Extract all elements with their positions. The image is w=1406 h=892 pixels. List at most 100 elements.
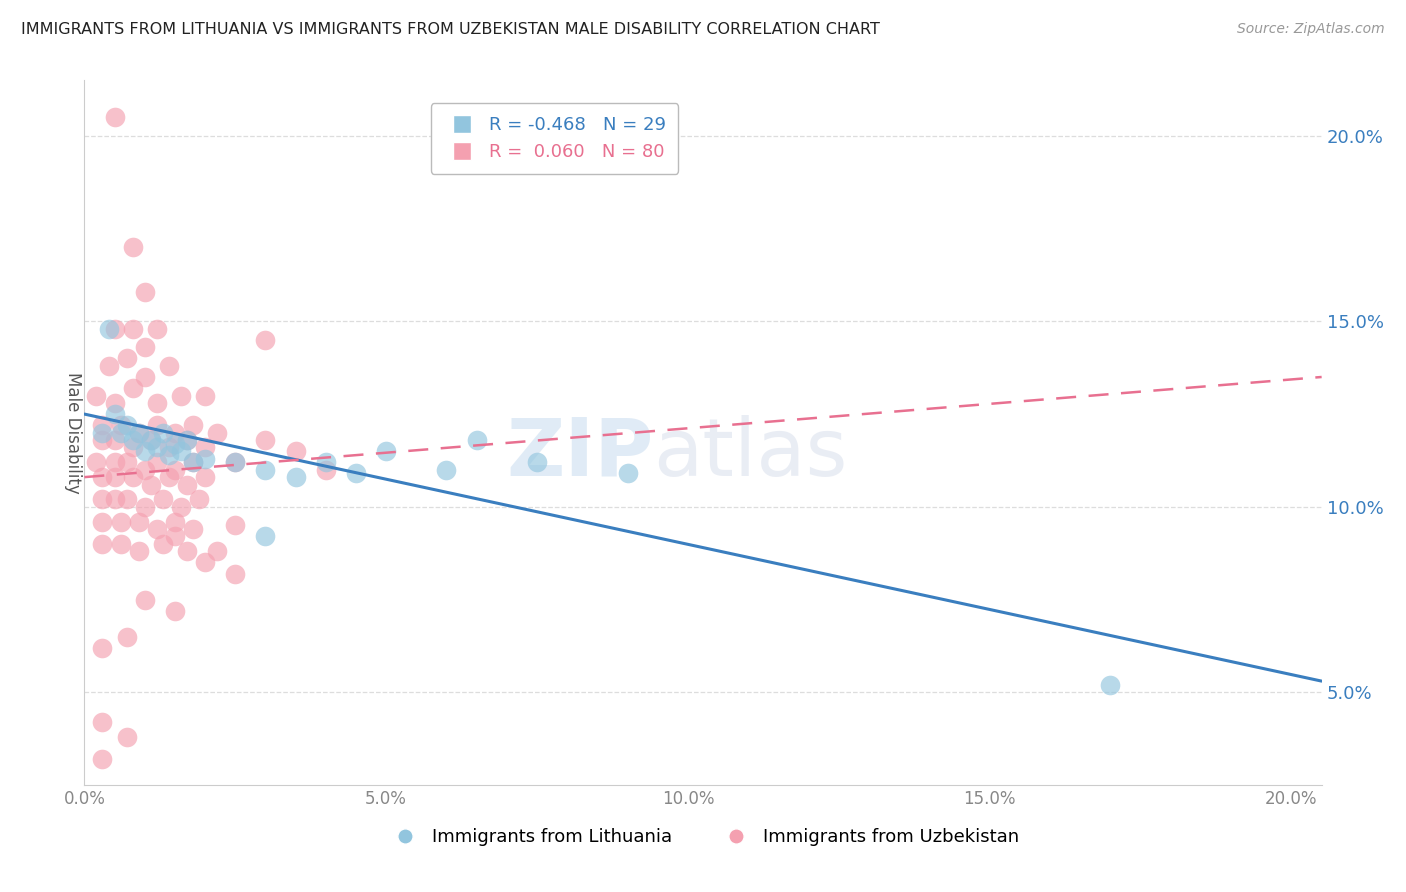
Point [110,425,132,440]
Point [121,381,143,395]
Point [91,492,114,507]
Point [181,522,204,536]
Point [194,451,217,466]
Point [1099,678,1122,692]
Point [134,285,156,299]
Point [91,433,114,447]
Point [181,455,204,469]
Point [188,492,211,507]
Point [194,441,217,455]
Point [128,544,150,558]
Point [121,433,143,447]
Point [176,433,198,447]
Point [616,467,638,481]
Point [134,500,156,514]
Point [121,322,143,336]
Text: ZIP: ZIP [506,415,654,492]
Point [344,467,367,481]
Point [170,388,193,402]
Point [465,433,488,447]
Point [194,556,217,570]
Point [181,418,204,433]
Point [146,522,169,536]
Point [110,418,132,433]
Point [254,463,277,477]
Point [103,407,125,421]
Point [134,370,156,384]
Point [157,441,180,455]
Point [146,441,169,455]
Point [224,455,246,469]
Point [205,425,228,440]
Point [115,418,138,433]
Text: IMMIGRANTS FROM LITHUANIA VS IMMIGRANTS FROM UZBEKISTAN MALE DISABILITY CORRELAT: IMMIGRANTS FROM LITHUANIA VS IMMIGRANTS … [21,22,880,37]
Point [103,111,125,125]
Point [284,470,307,484]
Point [176,477,198,491]
Point [157,359,180,373]
Point [163,463,186,477]
Point [146,418,169,433]
Point [254,333,277,347]
Point [91,515,114,529]
Legend: Immigrants from Lithuania, Immigrants from Uzbekistan: Immigrants from Lithuania, Immigrants fr… [380,821,1026,854]
Point [128,425,150,440]
Point [163,529,186,543]
Point [157,448,180,462]
Point [163,604,186,618]
Point [163,425,186,440]
Point [128,515,150,529]
Point [134,463,156,477]
Point [152,425,174,440]
Point [103,492,125,507]
Point [115,730,138,744]
Point [103,455,125,469]
Point [194,388,217,402]
Point [121,240,143,254]
Point [103,433,125,447]
Point [91,640,114,655]
Y-axis label: Male Disability: Male Disability [63,372,82,493]
Point [97,322,120,336]
Point [86,455,108,469]
Point [254,529,277,543]
Point [254,433,277,447]
Point [103,470,125,484]
Point [315,455,337,469]
Text: atlas: atlas [654,415,848,492]
Point [224,518,246,533]
Point [139,433,162,447]
Point [176,433,198,447]
Point [110,537,132,551]
Point [146,455,169,469]
Point [224,455,246,469]
Point [194,470,217,484]
Point [205,544,228,558]
Point [91,714,114,729]
Point [103,322,125,336]
Point [224,566,246,581]
Point [181,455,204,469]
Point [134,444,156,458]
Point [91,537,114,551]
Point [97,359,120,373]
Point [163,436,186,450]
Point [103,396,125,410]
Point [115,492,138,507]
Point [375,444,398,458]
Point [115,630,138,644]
Point [170,444,193,458]
Point [128,425,150,440]
Point [115,455,138,469]
Text: Source: ZipAtlas.com: Source: ZipAtlas.com [1237,22,1385,37]
Point [436,463,458,477]
Point [315,463,337,477]
Point [91,418,114,433]
Point [91,470,114,484]
Point [146,322,169,336]
Point [121,441,143,455]
Point [121,470,143,484]
Point [157,470,180,484]
Point [110,515,132,529]
Point [284,444,307,458]
